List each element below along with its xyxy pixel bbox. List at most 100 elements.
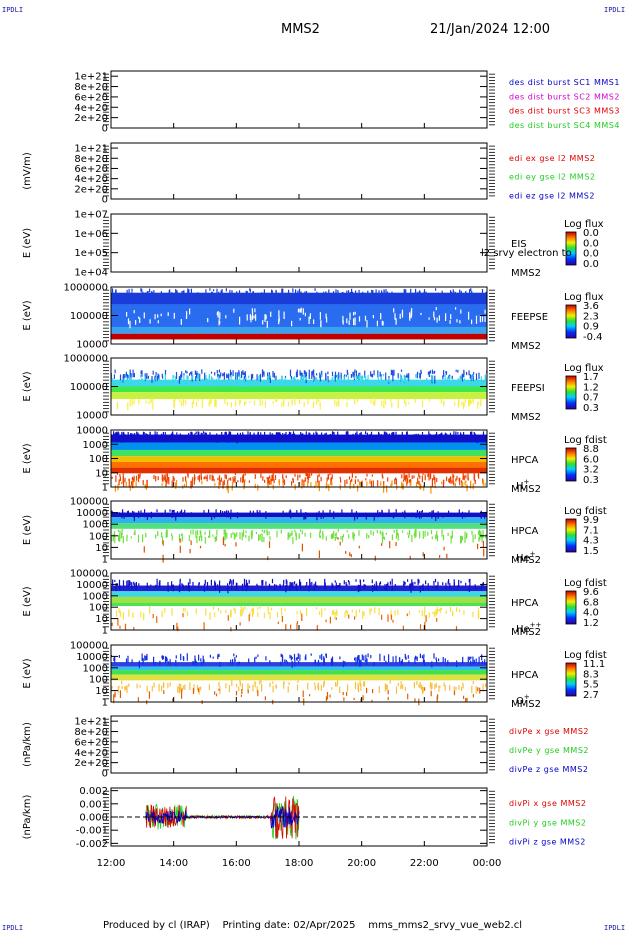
p9-ytick-label-5: 1 bbox=[102, 698, 108, 709]
plot-canvas: des dist burst SC1 MMS1 des dist burst SC… bbox=[22, 70, 620, 869]
p5-band-3 bbox=[111, 392, 487, 400]
p1-ytick-label-0: 1e+21 bbox=[74, 72, 108, 83]
corner-mark-top-left: IPDLI bbox=[2, 6, 24, 14]
p1-ytick-label-1: 8e+20 bbox=[74, 82, 108, 93]
p10-ytick-label-0: 1e+21 bbox=[74, 717, 108, 728]
p3-ytick-label-1: 1e+06 bbox=[74, 229, 108, 240]
p9-cb-tick-2: 5.5 bbox=[583, 680, 599, 691]
p5-ytick-label-0: 1000000 bbox=[63, 354, 108, 365]
p8-cb-tick-0: 9.6 bbox=[583, 587, 599, 598]
x-tick-label-6: 00:00 bbox=[473, 858, 502, 869]
p5-speckle-1 bbox=[111, 374, 486, 389]
p3-ytick-label-0: 1e+07 bbox=[74, 210, 108, 221]
p6-band-1 bbox=[111, 442, 487, 450]
p2-frame bbox=[110, 142, 488, 200]
p5-speckle-2 bbox=[116, 397, 482, 411]
footer-printing-date: Printing date: 02/Apr/2025 bbox=[222, 920, 356, 931]
corner-mark-bottom-left: IPDLI bbox=[2, 924, 24, 932]
p3-instrument: EIS bbox=[511, 239, 527, 250]
footer-filename: mms_mms2_srvy_vue_web2.cl bbox=[368, 920, 523, 931]
p1-legend-2: des dist burst SC3 MMS3 bbox=[509, 107, 620, 116]
p7-ytick-label-2: 1000 bbox=[83, 520, 108, 531]
p4-band-3 bbox=[111, 333, 487, 340]
p7-band-2 bbox=[111, 523, 487, 529]
p2-ytick-label-1: 8e+20 bbox=[74, 154, 108, 165]
p11-ytick-label-3: -0.001 bbox=[76, 826, 108, 837]
p6-ylabel: E (eV) bbox=[22, 443, 33, 473]
spacecraft-title: MMS2 bbox=[281, 22, 320, 37]
p5-ytick-label-1: 100000 bbox=[70, 382, 108, 393]
p11-ytick-label-1: 0.001 bbox=[79, 799, 108, 810]
p9-cb-tick-3: 2.7 bbox=[583, 690, 599, 701]
p2-ytick-label-5: 0 bbox=[102, 195, 108, 206]
p10-ytick-label-3: 4e+20 bbox=[74, 748, 108, 759]
p9-colorbar bbox=[565, 662, 577, 697]
p9-ytick-label-4: 10 bbox=[95, 686, 108, 697]
p7-instrument: HPCA bbox=[511, 526, 539, 537]
p6-sc-label: MMS2 bbox=[511, 484, 541, 495]
p5-cb-title: Log flux bbox=[564, 363, 604, 374]
p11-legend-2: divPi z gse MMS2 bbox=[509, 838, 586, 847]
p3-ytick-label-2: 1e+05 bbox=[74, 248, 108, 259]
p6-speckle-2 bbox=[114, 479, 486, 494]
p10-legend-2: divPe z gse MMS2 bbox=[509, 765, 588, 774]
p7-speckle-0 bbox=[111, 509, 487, 522]
p3-ytick-label-3: 1e+04 bbox=[74, 268, 108, 279]
p5-band-2 bbox=[111, 386, 487, 393]
p8-band-1 bbox=[111, 591, 487, 597]
p6-colorbar bbox=[565, 447, 577, 482]
p4-sc-label: MMS2 bbox=[511, 341, 541, 352]
footer-producer: Produced by cl (IRAP) bbox=[103, 920, 210, 931]
p8-speckle-2 bbox=[111, 613, 458, 632]
p7-ytick-label-3: 100 bbox=[89, 531, 108, 542]
p11-ytick-label-2: 0.000 bbox=[79, 813, 108, 824]
p6-ytick-label-0: 10000 bbox=[76, 426, 108, 437]
p7-cb-title: Log fdist bbox=[564, 506, 607, 517]
p9-instrument: HPCA bbox=[511, 670, 539, 681]
p9-band-3 bbox=[111, 674, 487, 681]
p6-cb-title: Log fdist bbox=[564, 435, 607, 446]
p7-ytick-label-5: 1 bbox=[102, 555, 108, 566]
p7-cb-tick-2: 4.3 bbox=[583, 536, 599, 547]
p8-ytick-label-0: 100000 bbox=[70, 569, 108, 580]
p2-legend-0: edi ex gse l2 MMS2 bbox=[509, 154, 595, 163]
p11-ylabel: (nPa/km) bbox=[22, 795, 33, 840]
p5-cb-tick-0: 1.7 bbox=[583, 372, 599, 383]
p3-cb-tick-1: 0.0 bbox=[583, 238, 599, 249]
p6-speckle-0 bbox=[110, 431, 485, 444]
p8-cb-title: Log fdist bbox=[564, 578, 607, 589]
p6-cb-tick-0: 8.8 bbox=[583, 444, 599, 455]
p1-ytick-label-3: 4e+20 bbox=[74, 103, 108, 114]
p8-sc-label: MMS2 bbox=[511, 627, 541, 638]
p6-ytick-label-4: 1 bbox=[102, 483, 108, 494]
p10-ytick-label-4: 2e+20 bbox=[74, 758, 108, 769]
p11-ytick-label-0: 0.002 bbox=[79, 786, 108, 797]
x-tick-label-0: 12:00 bbox=[97, 858, 126, 869]
p5-colorbar bbox=[565, 375, 577, 410]
p4-cb-tick-2: 0.9 bbox=[583, 322, 599, 333]
p8-instrument: HPCA bbox=[511, 598, 539, 609]
p8-cb-tick-3: 1.2 bbox=[583, 618, 599, 629]
p9-ytick-label-0: 100000 bbox=[70, 641, 108, 652]
p1-ytick-label-4: 2e+20 bbox=[74, 113, 108, 124]
p6-instrument: HPCA bbox=[511, 455, 539, 466]
x-tick-label-2: 16:00 bbox=[222, 858, 251, 869]
p9-cb-tick-1: 8.3 bbox=[583, 669, 599, 680]
p5-ylabel: E (eV) bbox=[22, 371, 33, 401]
p6-band-3 bbox=[111, 456, 487, 462]
p2-ylabel: (mV/m) bbox=[22, 152, 33, 190]
p4-band-1 bbox=[111, 304, 487, 329]
corner-mark-bottom-right: IPDLI bbox=[604, 924, 626, 932]
p3-cb-title: Log flux bbox=[564, 219, 604, 230]
p5-cb-tick-3: 0.3 bbox=[583, 403, 599, 414]
p10-legend-0: divPe x gse MMS2 bbox=[509, 727, 589, 736]
p7-cb-tick-3: 1.5 bbox=[583, 546, 599, 557]
p3-ylabel: E (eV) bbox=[22, 228, 33, 258]
p8-ytick-label-2: 1000 bbox=[83, 591, 108, 602]
p5-cb-tick-1: 1.2 bbox=[583, 382, 599, 393]
p1-legend-3: des dist burst SC4 MMS4 bbox=[509, 121, 620, 130]
p2-legend-1: edi ey gse l2 MMS2 bbox=[509, 173, 596, 182]
p6-ytick-label-1: 1000 bbox=[83, 440, 108, 451]
p5-sc-label: MMS2 bbox=[511, 412, 541, 423]
p6-cb-tick-1: 6.0 bbox=[583, 454, 599, 465]
